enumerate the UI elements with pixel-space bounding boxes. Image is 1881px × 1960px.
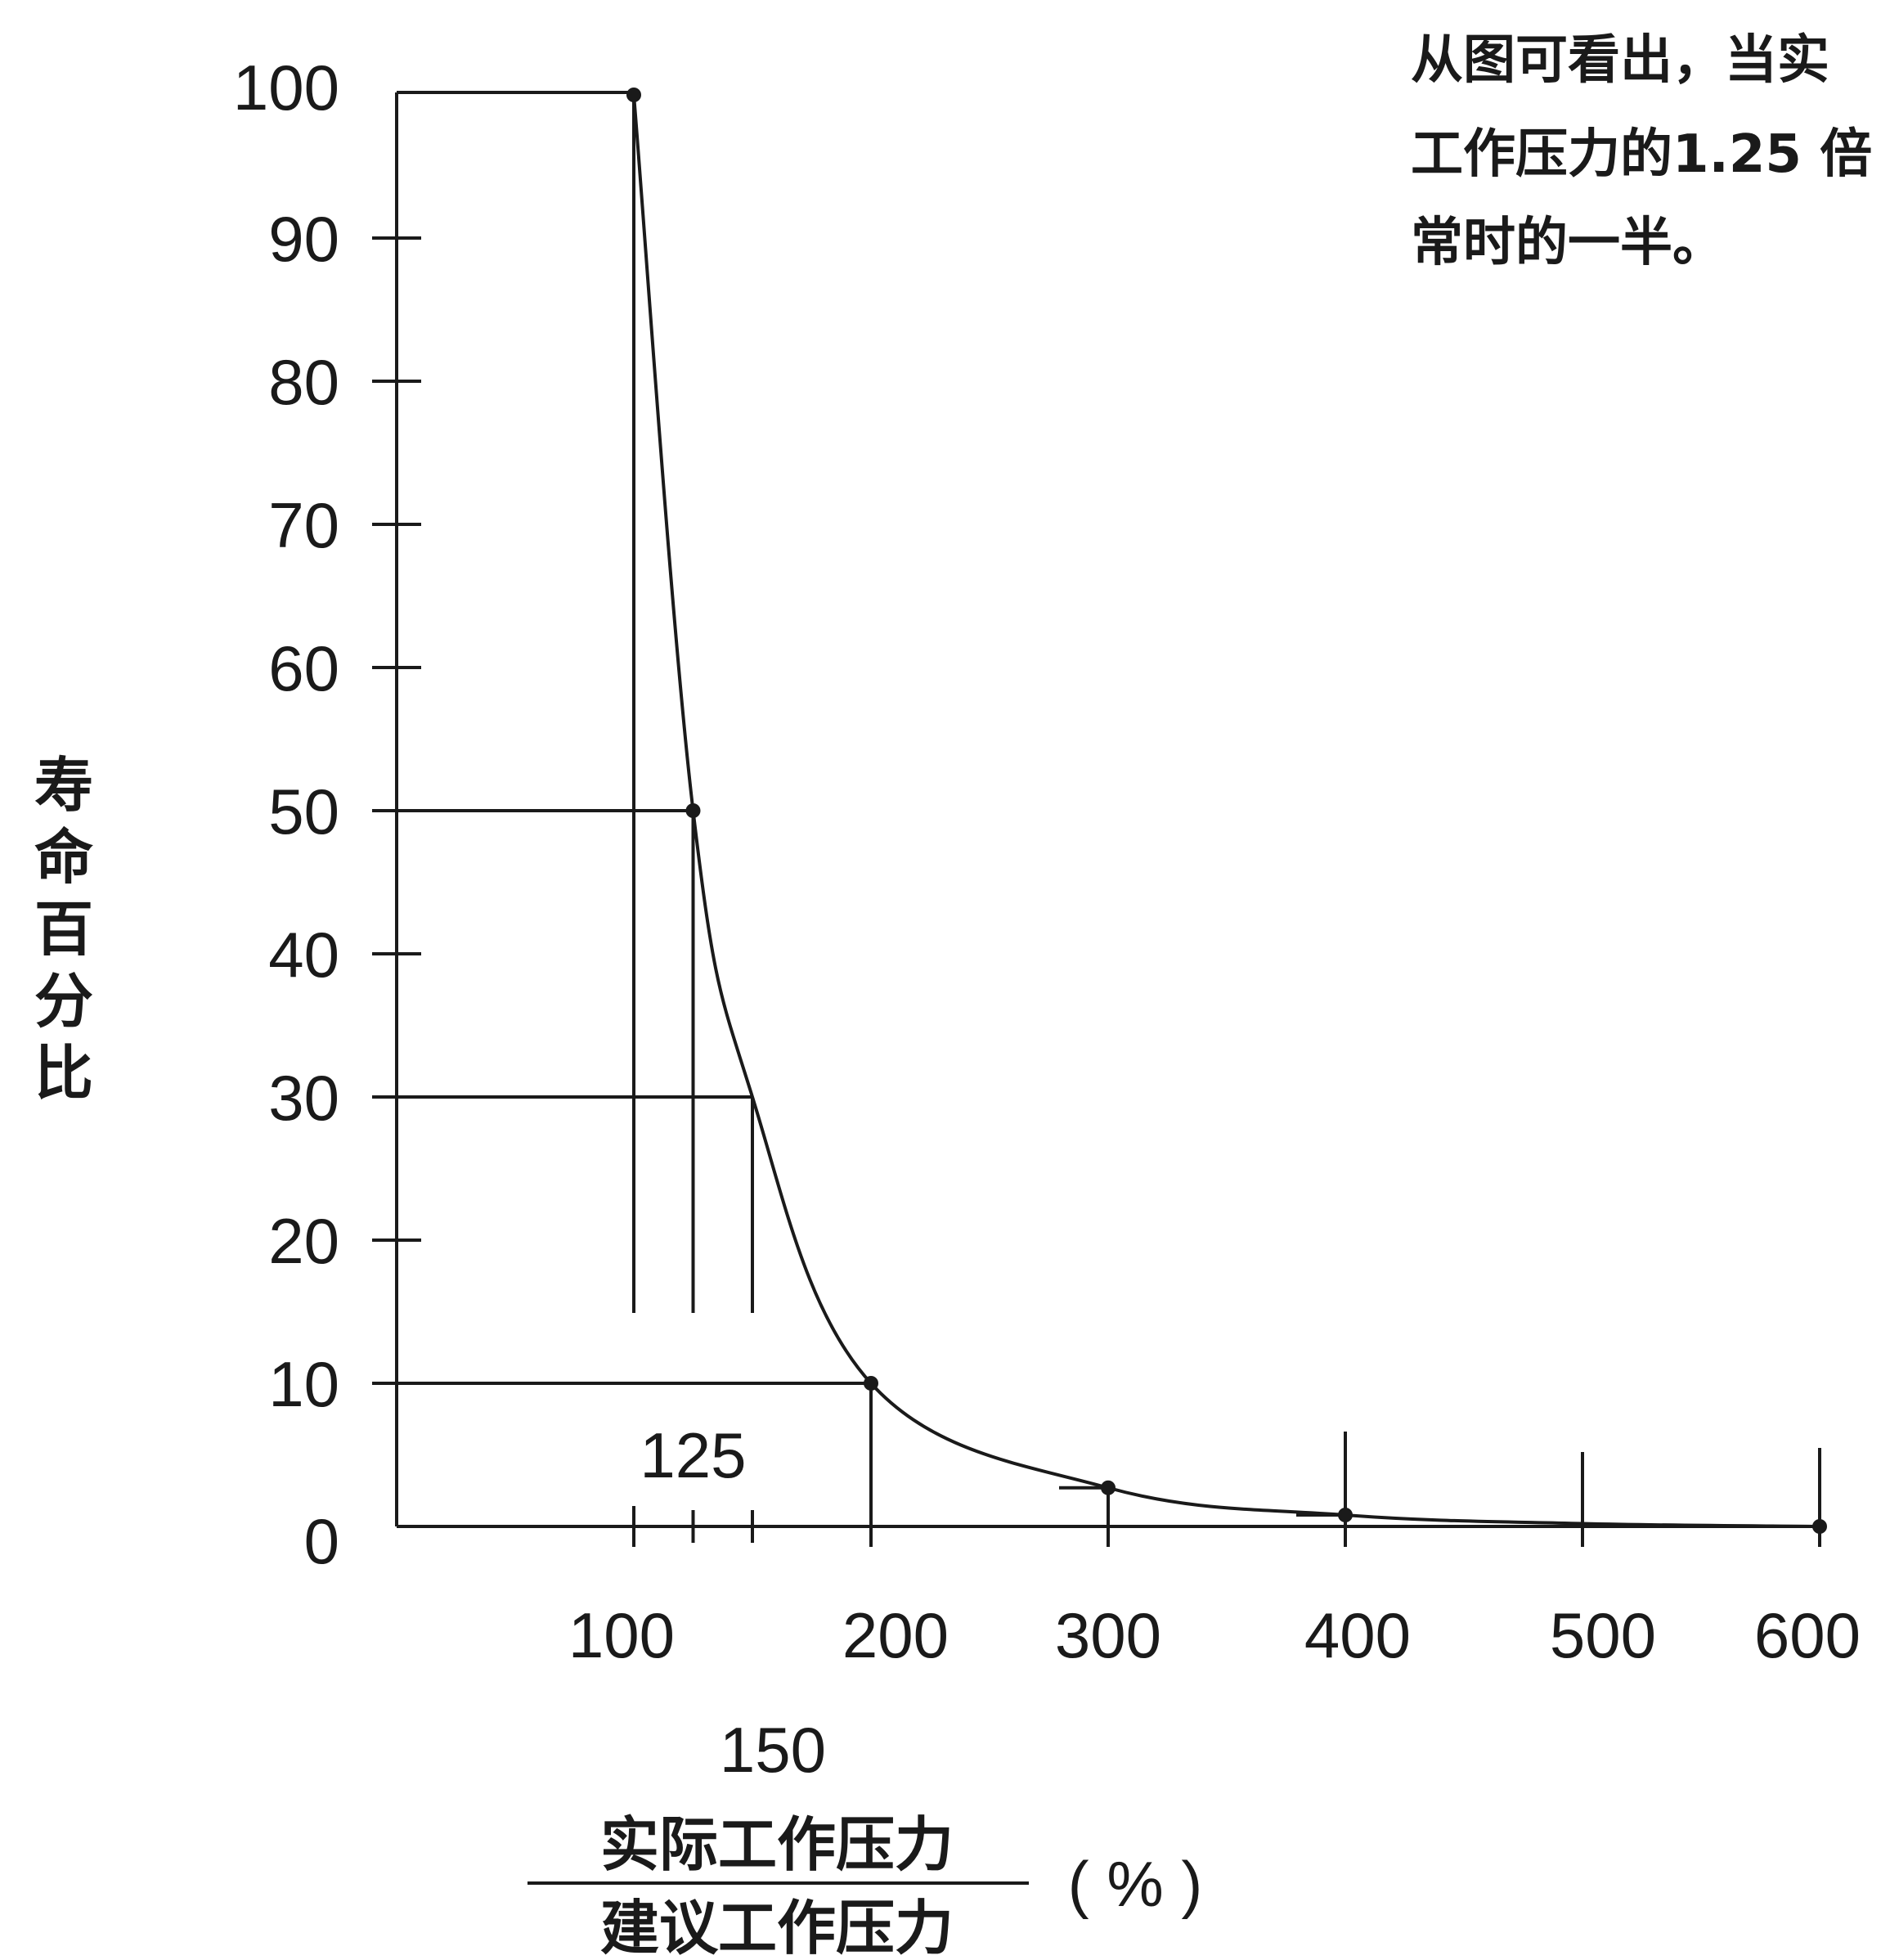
y-tick-label-10: 10 — [268, 1348, 339, 1420]
tick-labels: 0 10 20 30 40 50 60 70 80 90 100 100 200 300 400 500 600… — [233, 52, 1861, 1786]
y-axis-label-char-2: 百 — [34, 895, 93, 964]
y-tick-label-20: 20 — [268, 1205, 339, 1277]
y-tick-label-90: 90 — [268, 203, 339, 275]
x-tick-label-500: 500 — [1550, 1599, 1656, 1671]
y-axis-label-char-4: 比 — [34, 1039, 93, 1108]
y-axis-label-char-3: 分 — [34, 967, 93, 1036]
y-axis-label-char-0: 寿 — [34, 751, 93, 820]
data-point-100 — [626, 88, 641, 102]
y-axis-label-char-1: 命 — [34, 823, 93, 892]
data-point-200 — [864, 1376, 878, 1391]
data-point-300 — [1101, 1480, 1116, 1495]
reference-lines — [376, 95, 1821, 1535]
data-point-600 — [1812, 1519, 1827, 1534]
life-curve — [632, 94, 1820, 1528]
data-points — [626, 88, 1827, 1534]
data-point-125 — [685, 803, 701, 818]
data-point-400 — [1338, 1508, 1353, 1522]
y-tick-label-100: 100 — [233, 52, 339, 124]
x-minor-label-125: 125 — [640, 1419, 746, 1491]
y-tick-label-40: 40 — [268, 919, 339, 991]
x-tick-label-100: 100 — [568, 1599, 675, 1671]
x-axis-label: 实际工作压力 建议工作压力 ( % ) — [527, 1810, 1202, 1960]
x-minor-label-150: 150 — [720, 1714, 826, 1786]
x-axis-label-denominator: 建议工作压力 — [600, 1894, 954, 1960]
y-tick-label-60: 60 — [268, 632, 339, 704]
y-tick-label-80: 80 — [268, 346, 339, 418]
note-line-2: 工作压力的1.25 倍 — [1411, 124, 1872, 185]
x-tick-label-600: 600 — [1754, 1599, 1861, 1671]
x-tick-label-200: 200 — [842, 1599, 949, 1671]
x-tick-label-300: 300 — [1055, 1599, 1161, 1671]
y-tick-label-70: 70 — [268, 489, 339, 561]
x-axis-unit: ( % ) — [1068, 1848, 1203, 1920]
y-tick-label-50: 50 — [268, 775, 339, 847]
life-curve-path — [632, 94, 1820, 1528]
axes — [372, 91, 1821, 1547]
x-tick-label-400: 400 — [1304, 1599, 1411, 1671]
y-tick-label-0: 0 — [304, 1505, 339, 1577]
x-axis-label-numerator: 实际工作压力 — [600, 1810, 954, 1879]
note-line-1: 从图可看出，当实 — [1411, 30, 1829, 91]
note-line-3: 常时的一半。 — [1411, 213, 1725, 273]
y-tick-label-30: 30 — [268, 1062, 339, 1134]
annotation-note: 从图可看出，当实 工作压力的1.25 倍 常时的一半。 — [1411, 30, 1872, 273]
